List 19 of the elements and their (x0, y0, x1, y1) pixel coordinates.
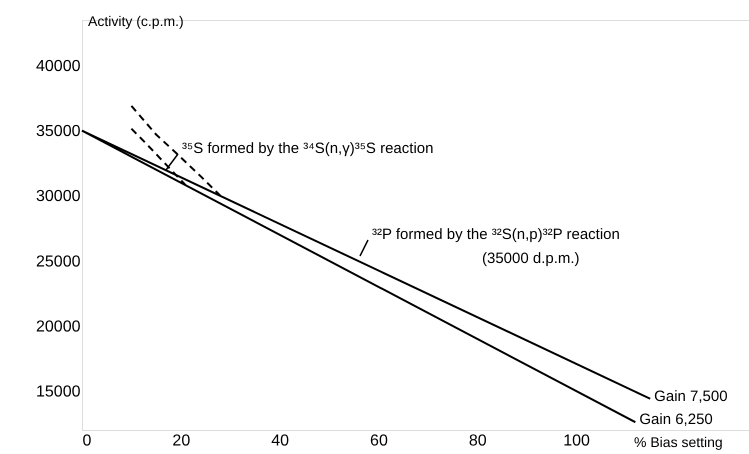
x-axis-title: % Bias setting (634, 434, 723, 450)
y-tick-label: 20000 (36, 318, 81, 336)
y-tick-label: 15000 (36, 383, 81, 400)
x-tick-label: 80 (468, 432, 487, 450)
x-tick-label: 40 (271, 432, 290, 450)
y-axis-title: Activity (c.p.m.) (88, 13, 184, 29)
y-tick-label: 30000 (36, 188, 81, 206)
x-tick-label: 60 (370, 432, 388, 450)
y-tick-label: 40000 (36, 58, 81, 76)
y-tick-label: 35000 (36, 123, 81, 140)
annotation: ³⁵S formed by the ³⁴S(n,γ)³⁵S reaction (182, 140, 434, 157)
x-tick-label: 0 (82, 432, 92, 450)
x-tick-label: 100 (563, 432, 590, 450)
x-tick-label: 20 (172, 432, 190, 450)
annotation: ³²P formed by the ³²S(n,p)³²P reaction (372, 226, 620, 243)
series-label: Gain 6,250 (639, 411, 713, 428)
annotation: (35000 d.p.m.) (482, 250, 580, 267)
series-label: Gain 7,500 (654, 388, 728, 405)
y-tick-label: 25000 (36, 253, 81, 270)
